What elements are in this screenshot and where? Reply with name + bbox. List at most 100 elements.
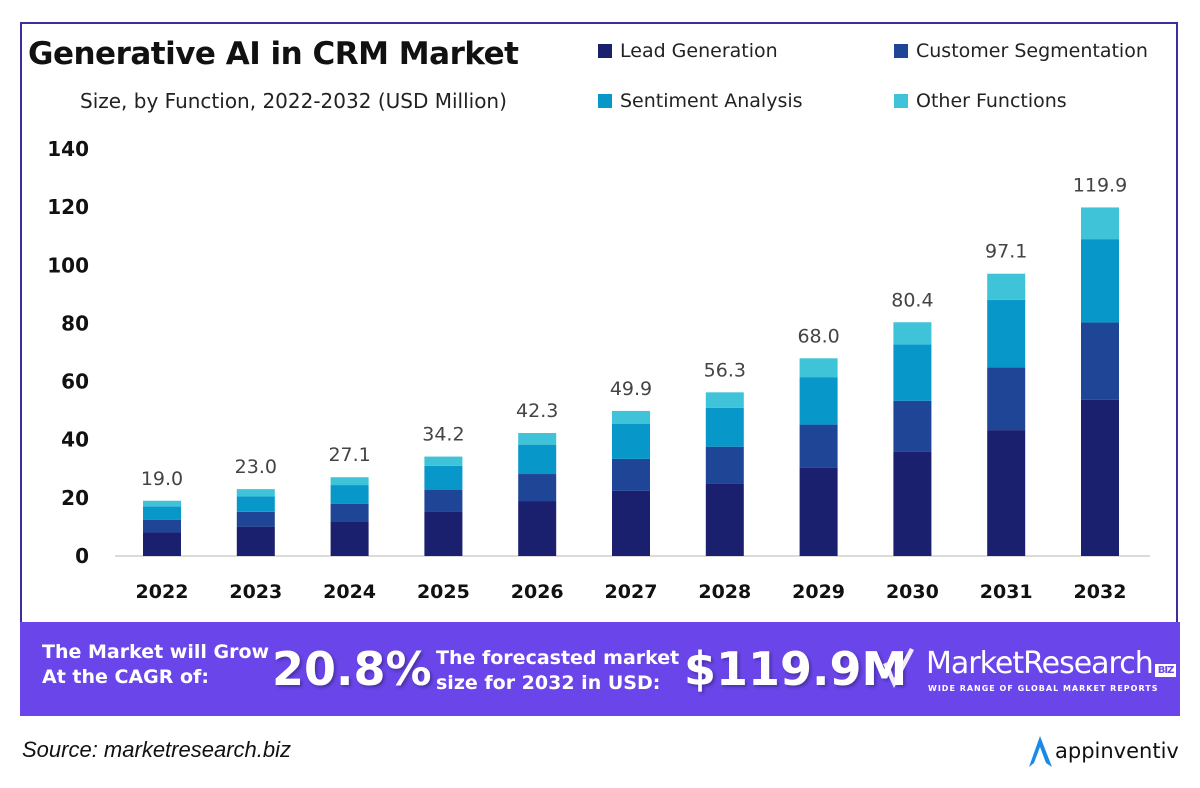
total-data-label: 49.9 <box>610 378 652 400</box>
x-tick-label: 2027 <box>605 581 658 603</box>
bar-segment <box>330 485 369 504</box>
bar-segment <box>424 490 463 512</box>
x-tick-label: 2032 <box>1074 581 1127 603</box>
bar-segment <box>893 322 932 345</box>
forecast-label-line: The forecasted market <box>436 647 680 669</box>
legend-label: Sentiment Analysis <box>620 90 803 112</box>
y-tick-label: 140 <box>47 137 89 161</box>
logo-text: appinventiv <box>1055 739 1179 763</box>
bar-segment <box>1081 239 1119 323</box>
cagr-value: 20.8% <box>272 642 432 696</box>
bar-segment <box>424 465 463 491</box>
legend-swatch <box>894 94 908 108</box>
bar-segment <box>143 532 181 556</box>
brand-tagline: WIDE RANGE OF GLOBAL MARKET REPORTS <box>928 684 1159 693</box>
bar-segment <box>143 519 181 533</box>
bar-segment <box>612 424 650 459</box>
bar-segment <box>799 424 838 468</box>
bar-segment <box>987 367 1026 431</box>
y-tick-label: 0 <box>75 544 89 568</box>
bar-segment <box>236 526 275 556</box>
legend-item-customer-segmentation: Customer Segmentation <box>894 40 1148 62</box>
x-tick-label: 2025 <box>417 581 470 603</box>
cagr-label-line: At the CAGR of: <box>42 666 209 688</box>
appinventiv-a-icon <box>1029 736 1052 767</box>
forecast-label-line: size for 2032 in USD: <box>436 672 661 694</box>
chart-title: Generative AI in CRM Market <box>28 36 519 72</box>
legend-swatch <box>598 94 612 108</box>
total-data-label: 97.1 <box>985 241 1027 263</box>
bar-segment <box>236 496 275 512</box>
brand-badge: BIZ <box>1154 664 1177 677</box>
bar-segment <box>987 299 1026 368</box>
bar-segment <box>705 483 744 556</box>
bar-segment <box>330 477 369 486</box>
total-data-label: 42.3 <box>516 400 558 422</box>
total-data-label: 27.1 <box>328 444 370 466</box>
y-tick-label: 100 <box>47 253 89 277</box>
legend-swatch <box>598 44 612 58</box>
total-data-label: 34.2 <box>422 424 464 446</box>
total-data-label: 80.4 <box>891 289 933 311</box>
summary-banner: The Market will Grow At the CAGR of: 20.8… <box>20 622 1180 716</box>
bar-segment <box>236 489 275 497</box>
total-data-label: 68.0 <box>797 325 839 347</box>
chart-frame <box>20 22 1178 716</box>
bar-segment <box>330 521 369 556</box>
bar-segment <box>1081 322 1119 400</box>
bar-segment <box>236 511 275 527</box>
stacked-bar-chart: 0 20 40 60 80 100 120 140 19.0 2022 23.0 2023 27.1 20… <box>47 137 1150 603</box>
appinventiv-logo: appinventiv <box>1025 733 1179 769</box>
bar-segment <box>143 506 181 520</box>
bar-segment <box>424 511 463 556</box>
legend-item-lead-generation: Lead Generation <box>598 40 778 62</box>
x-tick-label: 2026 <box>511 581 564 603</box>
bar-segment <box>1081 207 1119 240</box>
bar-segment <box>330 503 369 522</box>
y-tick-label: 120 <box>47 195 89 219</box>
bar-segment <box>705 446 744 484</box>
total-data-label: 19.0 <box>141 468 183 490</box>
bar-segment <box>612 410 650 425</box>
brand-name: MarketResearch <box>926 646 1154 681</box>
bar-segment <box>518 501 557 556</box>
bar-segment <box>799 358 838 378</box>
legend-item-other-functions: Other Functions <box>894 90 1067 112</box>
legend-label: Lead Generation <box>620 40 778 62</box>
x-tick-label: 2024 <box>323 581 376 603</box>
total-data-label: 56.3 <box>704 359 746 381</box>
bar-segment <box>987 273 1026 300</box>
legend-swatch <box>894 44 908 58</box>
x-tick-label: 2030 <box>886 581 939 603</box>
bar-segment <box>893 400 932 452</box>
cagr-label-line: The Market will Grow <box>42 641 270 663</box>
bar-segment <box>612 458 650 491</box>
y-tick-label: 20 <box>61 486 89 510</box>
x-tick-label: 2028 <box>698 581 751 603</box>
legend-label: Customer Segmentation <box>916 40 1148 62</box>
bar-segment <box>705 392 744 408</box>
bar-segment <box>518 444 557 475</box>
legend-label: Other Functions <box>916 90 1067 112</box>
bar-segment <box>893 451 932 556</box>
bar-segment <box>893 344 932 401</box>
bar-segment <box>518 474 557 502</box>
cagr-label: The Market will Grow At the CAGR of: <box>42 640 269 690</box>
bar-segment <box>987 430 1026 556</box>
bar-segment <box>518 433 557 445</box>
x-tick-label: 2031 <box>980 581 1033 603</box>
x-tick-label: 2029 <box>792 581 845 603</box>
source-note: Source: marketresearch.biz <box>22 737 291 762</box>
x-tick-label: 2023 <box>229 581 282 603</box>
x-tick-label: 2022 <box>136 581 189 603</box>
y-tick-label: 40 <box>61 428 89 452</box>
bar-segment <box>143 500 181 507</box>
total-data-label: 23.0 <box>235 456 277 478</box>
bar-segment <box>799 377 838 425</box>
y-tick-label: 80 <box>61 311 89 335</box>
chart-subtitle: Size, by Function, 2022-2032 (USD Millio… <box>80 89 507 113</box>
bar-segment <box>612 490 650 556</box>
bar-segment <box>705 407 744 447</box>
y-tick-label: 60 <box>61 370 89 394</box>
bar-segment <box>424 456 463 466</box>
